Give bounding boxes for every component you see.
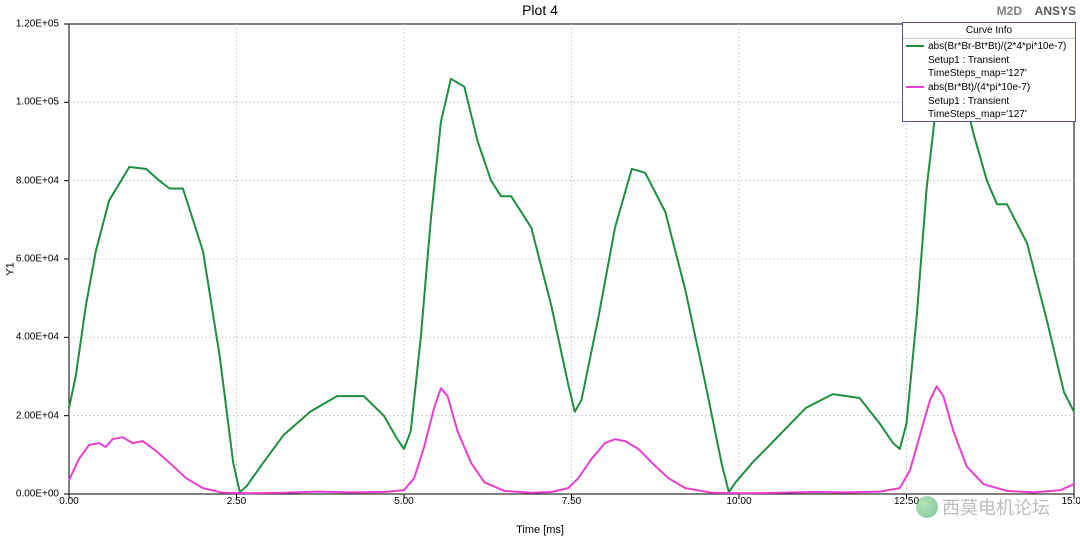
chart-header: Plot 4 M2D ANSYS [0,0,1080,22]
y-tick-label: 0.00E+00 [16,489,59,500]
watermark-text: 西莫电机论坛 [942,494,1050,520]
m2d-label: M2D [997,4,1022,18]
x-tick-label: 5.00 [394,496,413,507]
legend-title: Curve Info [903,23,1075,39]
legend-swatch [906,45,924,47]
wechat-icon [916,496,938,518]
legend-sub: TimeSteps_map='127' [903,108,1075,121]
legend-item[interactable]: abs(Br*Br-Bt*Bt)/(2*4*pi*10e-7) [903,39,1075,54]
x-tick-label: 7.50 [562,496,581,507]
legend-series-name: abs(Br*Bt)/(4*pi*10e-7) [928,81,1030,94]
ansys-label: ANSYS [1035,4,1076,18]
y-tick-label: 1.00E+05 [16,97,59,108]
legend-sub: Setup1 : Transient [903,95,1075,108]
y-tick-label: 6.00E+04 [16,254,59,265]
x-tick-label: 2.50 [227,496,246,507]
y-tick-label: 4.00E+04 [16,332,59,343]
x-tick-label: 15.00 [1061,496,1080,507]
legend-series-name: abs(Br*Br-Bt*Bt)/(2*4*pi*10e-7) [928,40,1066,53]
legend-swatch [906,86,924,88]
legend-item[interactable]: abs(Br*Bt)/(4*pi*10e-7) [903,80,1075,95]
legend-sub: Setup1 : Transient [903,54,1075,67]
chart-title: Plot 4 [522,2,558,18]
legend-box[interactable]: Curve Info abs(Br*Br-Bt*Bt)/(2*4*pi*10e-… [902,22,1076,122]
x-tick-label: 0.00 [59,496,78,507]
y-tick-label: 1.20E+05 [16,19,59,30]
legend-sub: TimeSteps_map='127' [903,67,1075,80]
x-tick-label: 10.00 [726,496,751,507]
y-tick-label: 2.00E+04 [16,410,59,421]
x-axis-label: Time [ms] [516,524,564,536]
y-tick-label: 8.00E+04 [16,175,59,186]
watermark: 西莫电机论坛 [916,494,1050,520]
